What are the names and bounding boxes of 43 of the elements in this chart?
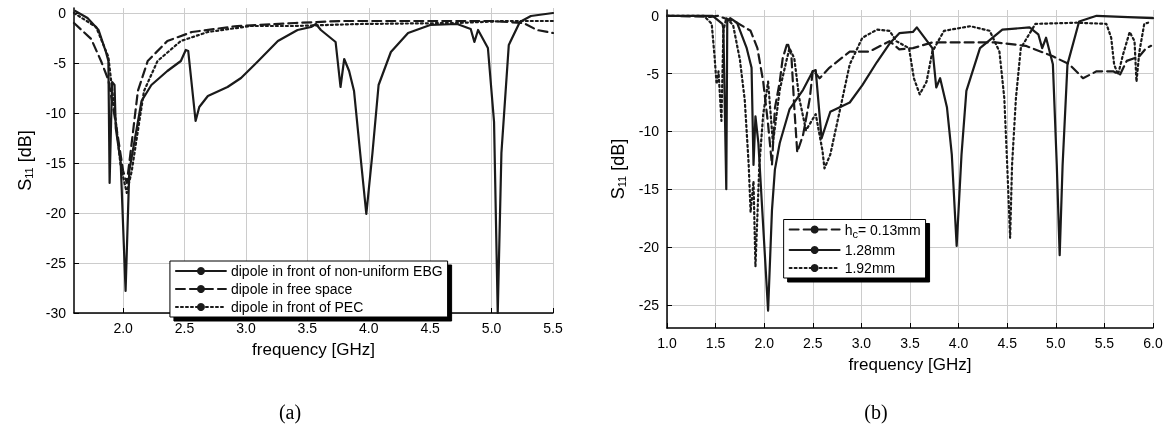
x-tick-label: 3.0 xyxy=(236,320,256,336)
legend-label: dipole in front of non-uniform EBG xyxy=(230,263,443,279)
x-tick-label: 5.0 xyxy=(481,320,502,336)
x-axis-title: frequency [GHz] xyxy=(252,340,375,359)
x-axis-title: frequency [GHz] xyxy=(848,355,972,374)
y-tick-label: 0 xyxy=(651,7,660,24)
x-tick-label: 5.0 xyxy=(1046,335,1066,351)
x-tick-label: 4.0 xyxy=(359,320,379,336)
y-tick-label: -30 xyxy=(45,305,67,321)
x-tick-label: 1.5 xyxy=(705,335,726,351)
x-tick-label: 5.5 xyxy=(543,320,563,336)
y-axis-title: S11 [dB] xyxy=(607,138,628,200)
y-axis-title: S11 [dB] xyxy=(14,130,35,191)
y-tick-label: -10 xyxy=(45,105,67,121)
x-tick-label: 3.5 xyxy=(900,335,920,351)
x-tick-label: 1.0 xyxy=(657,335,677,351)
legend-label: dipole in free space xyxy=(230,281,353,297)
y-tick-label: -5 xyxy=(646,65,660,82)
x-tick-label: 2.0 xyxy=(754,335,775,351)
x-tick-label: 3.5 xyxy=(297,320,318,336)
x-tick-label: 2.0 xyxy=(113,320,134,336)
y-tick-label: -20 xyxy=(638,239,660,256)
y-tick-label: -25 xyxy=(45,255,67,271)
x-tick-label: 5.5 xyxy=(1094,335,1115,351)
x-tick-label: 4.5 xyxy=(420,320,441,336)
x-tick-label: 2.5 xyxy=(803,335,823,351)
y-tick-label: -25 xyxy=(638,296,660,313)
y-tick-label: -5 xyxy=(53,55,67,71)
y-tick-label: -15 xyxy=(45,155,67,171)
legend-label: 1.28mm xyxy=(844,242,896,258)
text: (a) xyxy=(278,401,302,424)
y-tick-label: -15 xyxy=(638,181,660,198)
x-tick-label: 2.5 xyxy=(174,320,195,336)
y-tick-label: 0 xyxy=(58,5,67,21)
y-tick-label: -10 xyxy=(638,123,660,140)
legend-label: 1.92mm xyxy=(844,260,896,276)
x-tick-label: 6.0 xyxy=(1143,335,1163,351)
x-tick-label: 4.0 xyxy=(948,335,969,351)
x-tick-label: 4.5 xyxy=(997,335,1018,351)
text: (b) xyxy=(864,401,888,424)
legend-label: dipole in front of PEC xyxy=(230,299,364,315)
y-tick-label: -20 xyxy=(45,205,67,221)
x-tick-label: 3.0 xyxy=(851,335,872,351)
